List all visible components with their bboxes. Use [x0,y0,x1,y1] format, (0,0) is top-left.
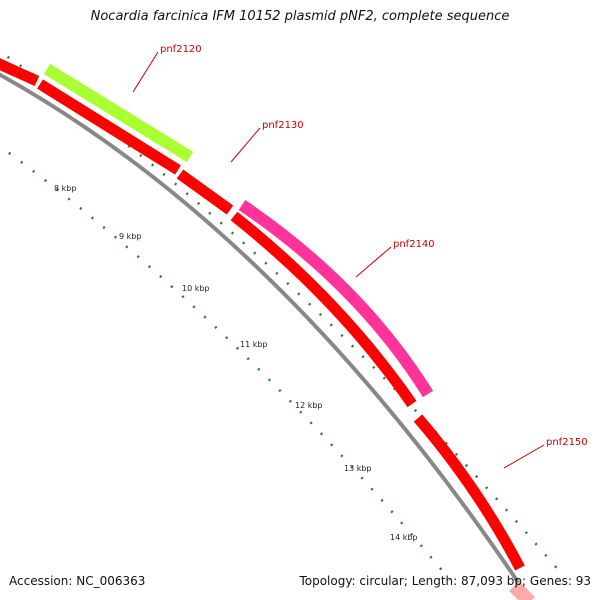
tick-label: 8 kbp [54,184,76,193]
inner-tick-ring [0,144,451,581]
tick-label: 10 kbp [182,284,210,293]
length-label: Length: [411,574,458,588]
accession-label: Accession: [9,574,73,588]
tick-label: 12 kbp [295,401,323,410]
map-title: Nocardia farcinica IFM 10152 plasmid pNF… [90,9,510,24]
leader-line [132,51,159,93]
plasmid-backbone [0,72,532,600]
gene-pnf2120 [43,63,194,163]
gene-label-pnf2150: pnf2150 [546,437,588,448]
sequence-summary: Topology: circular; Length: 87,093 bp; G… [299,574,591,588]
genes-value: 93 [575,574,591,588]
topology-value: circular [359,574,404,588]
gene-segment [37,79,181,175]
gene-segment [413,414,525,571]
tick-label: 9 kbp [119,232,141,241]
length-value: 87,093 bp [461,574,523,588]
topology-label: Topology: [299,574,356,588]
forward-gene-track [0,58,535,600]
tick-label: 11 kbp [240,340,268,349]
label-leaders [132,51,545,469]
gene-segment [0,58,20,78]
tick-label: 13 kbp [344,464,372,473]
accession-info: Accession: NC_006363 [9,574,145,588]
leader-line [503,444,545,469]
leader-line [230,127,261,163]
gene-label-pnf2120: pnf2120 [160,44,202,55]
genes-label: Genes: [529,574,572,588]
gene-segment-pink [509,581,535,600]
gene-segment [230,211,417,408]
gene-label-pnf2130: pnf2130 [262,120,304,131]
leader-line [355,246,392,278]
gene-segment [14,66,40,87]
accession-value: NC_006363 [76,574,146,588]
tick-label: 14 kbp [390,533,418,542]
gene-segment [176,169,234,215]
gene-pnf2140 [238,200,434,398]
gene-label-pnf2140: pnf2140 [393,239,435,250]
